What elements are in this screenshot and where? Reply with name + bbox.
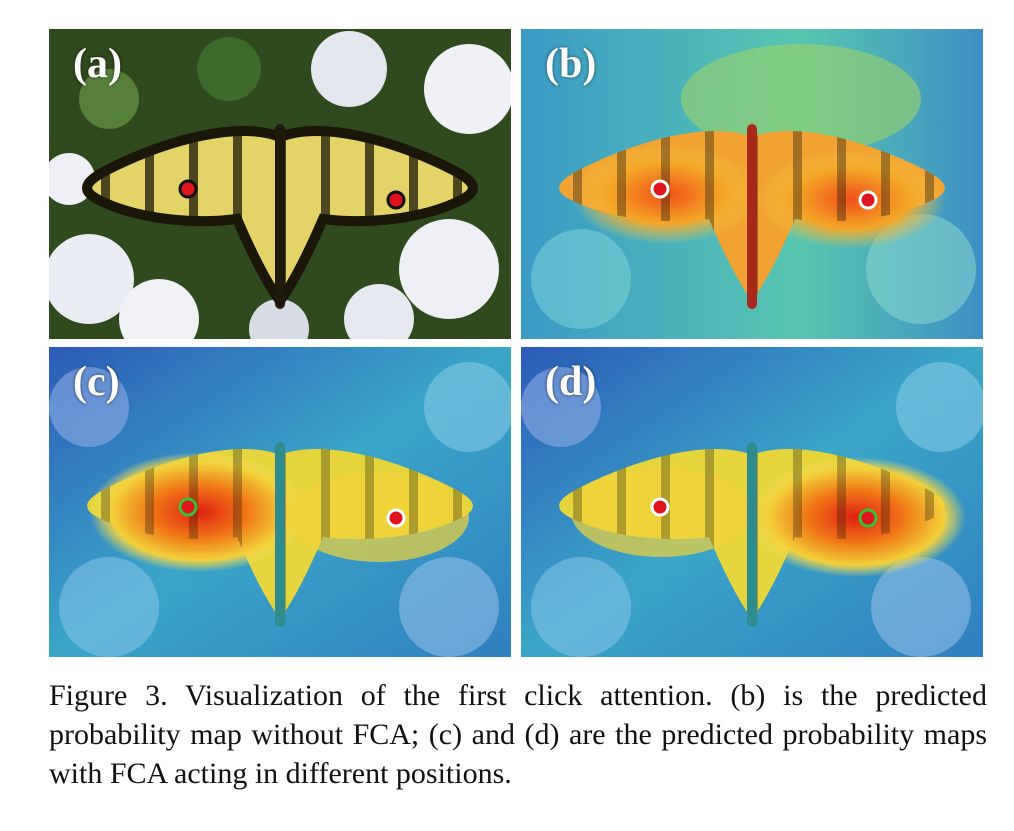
fca-click-marker — [178, 497, 198, 517]
panel-label: (a) — [73, 41, 122, 87]
click-marker — [386, 190, 406, 210]
probability-map — [521, 347, 983, 657]
click-marker — [386, 508, 406, 528]
butterfly-photo — [49, 29, 511, 339]
panel-d: (d) — [521, 347, 983, 657]
panel-b: (b) — [521, 29, 983, 339]
probability-map — [521, 29, 983, 339]
click-marker — [650, 179, 670, 199]
probability-map — [49, 347, 511, 657]
fca-click-marker — [858, 508, 878, 528]
figure-caption: Figure 3. Visualization of the first cli… — [49, 679, 987, 790]
panel-a: (a) — [49, 29, 511, 339]
click-marker — [178, 179, 198, 199]
panel-label: (b) — [545, 41, 597, 87]
panel-label: (c) — [73, 359, 120, 405]
panel-c: (c) — [49, 347, 511, 657]
panel-label: (d) — [545, 359, 597, 405]
click-marker — [650, 497, 670, 517]
click-marker — [858, 190, 878, 210]
